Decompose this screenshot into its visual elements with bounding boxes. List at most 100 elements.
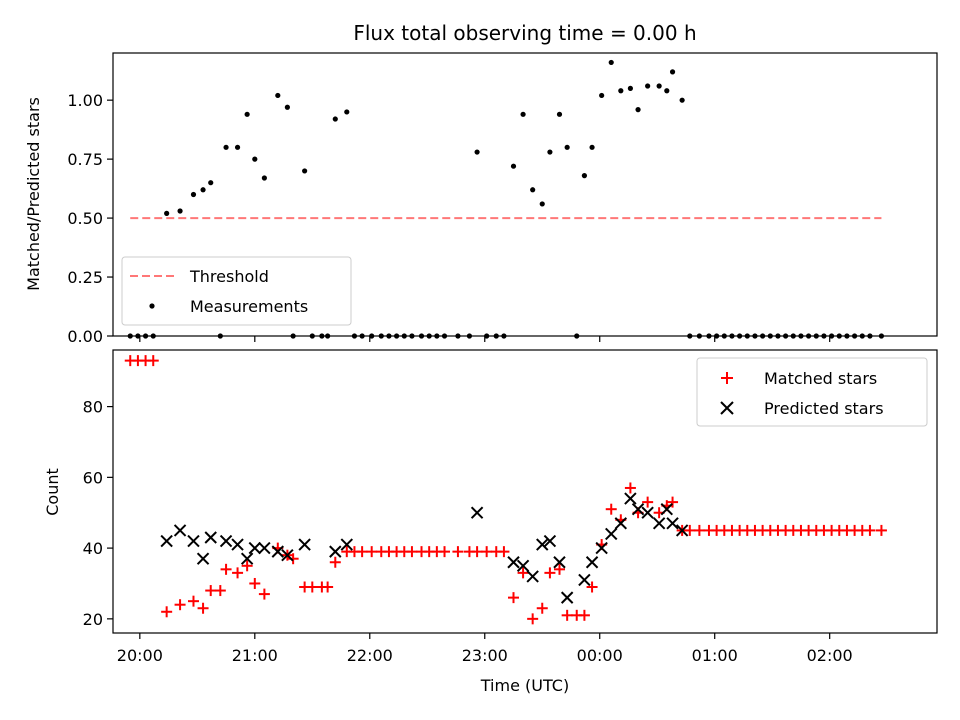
predicted-star-mark: [652, 517, 666, 530]
measurement-point: [669, 69, 676, 75]
matched-star-point: [439, 546, 451, 558]
matched-star-point: [684, 524, 696, 536]
predicted-star-point: [271, 545, 285, 558]
predicted-legend-swatch: [720, 401, 734, 415]
matched-legend-label: Matched stars: [764, 369, 877, 388]
measurement-point: [520, 111, 526, 117]
count-xtick-label: 02:00: [807, 646, 853, 665]
measurement-point: [302, 168, 308, 174]
matched-star-point: [667, 496, 679, 508]
measurement-point: [564, 144, 570, 150]
count-xtick-label: 20:00: [117, 646, 163, 665]
predicted-star-mark: [595, 541, 608, 555]
count-plot-frame: [112, 349, 938, 634]
matched-star-point: [214, 585, 226, 597]
predicted-star-mark: [271, 545, 285, 558]
predicted-star-mark: [536, 538, 549, 551]
predicted-star-mark: [507, 556, 520, 569]
count-panel: Count Time (UTC) 20 40 60 80 20:00 21:00 22:0…: [43, 349, 938, 695]
predicted-star-mark: [578, 573, 591, 587]
count-y-axis-label: Count: [43, 468, 62, 516]
predicted-star-point: [595, 541, 608, 555]
predicted-star-mark: [173, 524, 187, 537]
predicted-star-point: [631, 502, 645, 516]
predicted-star-point: [240, 552, 254, 565]
count-ytick-label: 20: [83, 610, 103, 629]
measurement-point: [284, 104, 290, 110]
matched-star-point: [864, 524, 876, 536]
predicted-star-mark: [675, 524, 689, 537]
predicted-star-mark: [187, 534, 200, 548]
measurement-point: [547, 149, 553, 155]
ratio-ytick-label: 0.25: [67, 268, 103, 287]
predicted-star-mark: [614, 517, 628, 530]
measurement-point: [474, 149, 480, 155]
predicted-star-point: [187, 534, 200, 548]
predicted-star-mark: [470, 506, 484, 519]
predicted-star-mark: [624, 492, 637, 505]
measurements-legend-swatch: [149, 303, 155, 309]
predicted-star-point: [536, 538, 549, 551]
predicted-star-point: [553, 556, 566, 569]
ratio-ytick-label: 0.75: [67, 150, 103, 169]
count-y-ticks: 20 40 60 80: [83, 398, 113, 629]
predicted-star-point: [560, 591, 574, 604]
predicted-star-point: [666, 517, 679, 530]
measurement-point: [344, 109, 350, 115]
matched-star-point: [578, 609, 590, 621]
matched-star-point: [249, 577, 261, 589]
ratio-legend-box: [121, 256, 352, 326]
x-axis-label: Time (UTC): [480, 676, 569, 695]
matched-star-point: [605, 503, 617, 515]
predicted-star-mark: [240, 552, 254, 565]
matched-star-point: [241, 560, 253, 572]
predicted-star-mark: [204, 531, 217, 544]
predicted-star-point: [329, 545, 342, 558]
measurement-point: [164, 210, 170, 216]
count-xtick-label: 22:00: [347, 646, 393, 665]
ratio-panel: Flux total observing time = 0.00 h Match…: [24, 21, 938, 346]
matched-star-point: [147, 355, 159, 367]
count-ytick-label: 80: [83, 398, 103, 417]
matched-star-points: [124, 355, 887, 625]
chart-title: Flux total observing time = 0.00 h: [353, 21, 696, 45]
predicted-star-point: [516, 559, 530, 572]
matched-star-point: [187, 595, 199, 607]
matched-star-point: [527, 613, 539, 625]
predicted-star-point: [196, 552, 210, 565]
matched-star-point: [366, 546, 378, 558]
predicted-star-point: [605, 527, 618, 541]
predicted-legend-label: Predicted stars: [764, 399, 884, 418]
predicted-star-mark: [641, 506, 654, 519]
measurement-point: [656, 83, 662, 89]
matched-star-point: [232, 567, 244, 579]
predicted-star-mark: [516, 559, 530, 572]
matched-star-point: [508, 592, 520, 604]
count-xtick-label: 23:00: [462, 646, 508, 665]
count-xtick-label: 21:00: [232, 646, 278, 665]
predicted-star-point: [231, 538, 244, 551]
measurement-point: [581, 173, 588, 179]
count-legend-box: [696, 357, 928, 427]
ratio-legend: Threshold Measurements: [121, 256, 352, 326]
matched-star-point: [536, 602, 548, 614]
measurement-point: [190, 191, 197, 198]
measurement-point: [556, 111, 563, 117]
predicted-star-point: [248, 541, 262, 555]
measurement-point: [627, 85, 633, 91]
matched-star-point: [642, 496, 654, 508]
count-ytick-label: 60: [83, 468, 103, 487]
count-ytick-label: 40: [83, 539, 103, 558]
matched-star-point: [481, 546, 493, 558]
ratio-ytick-label: 1.00: [67, 91, 103, 110]
predicted-star-point: [298, 538, 311, 551]
ratio-y-axis-label: Matched/Predicted stars: [24, 97, 43, 291]
measurement-point: [208, 180, 214, 186]
predicted-star-mark: [160, 534, 173, 548]
predicted-star-mark: [340, 538, 353, 551]
predicted-star-mark: [585, 556, 599, 569]
predicted-star-mark: [660, 502, 674, 516]
ratio-ytick-label: 0.00: [67, 327, 103, 346]
predicted-star-point: [507, 556, 520, 569]
measurement-point: [589, 144, 595, 150]
